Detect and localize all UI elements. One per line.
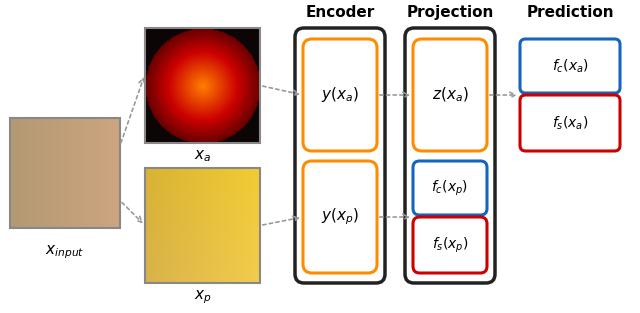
Text: $x_p$: $x_p$ [194, 288, 211, 305]
FancyBboxPatch shape [520, 39, 620, 93]
Text: Projection: Projection [406, 5, 493, 20]
Text: $f_s(x_p)$: $f_s(x_p)$ [431, 235, 468, 255]
FancyBboxPatch shape [520, 95, 620, 151]
Text: $\mathbf{\it{x}}_{input}$: $\mathbf{\it{x}}_{input}$ [45, 243, 84, 261]
FancyBboxPatch shape [413, 161, 487, 215]
FancyBboxPatch shape [303, 39, 377, 151]
Text: $f_c(x_a)$: $f_c(x_a)$ [552, 57, 588, 75]
Text: $y(x_p)$: $y(x_p)$ [321, 207, 359, 227]
Text: Encoder: Encoder [305, 5, 374, 20]
FancyBboxPatch shape [295, 28, 385, 283]
Bar [145, 168, 260, 283]
Text: $y(x_a)$: $y(x_a)$ [321, 85, 359, 105]
Text: $x_a$: $x_a$ [194, 148, 211, 164]
FancyBboxPatch shape [413, 39, 487, 151]
Text: $f_s(x_a)$: $f_s(x_a)$ [552, 114, 588, 132]
FancyBboxPatch shape [303, 161, 377, 273]
Text: $z(x_a)$: $z(x_a)$ [432, 86, 468, 104]
FancyBboxPatch shape [405, 28, 495, 283]
FancyBboxPatch shape [413, 217, 487, 273]
Bar [145, 28, 260, 143]
Text: Prediction: Prediction [526, 5, 614, 20]
Text: $f_c(x_p)$: $f_c(x_p)$ [431, 178, 468, 198]
Bar [10, 118, 120, 228]
